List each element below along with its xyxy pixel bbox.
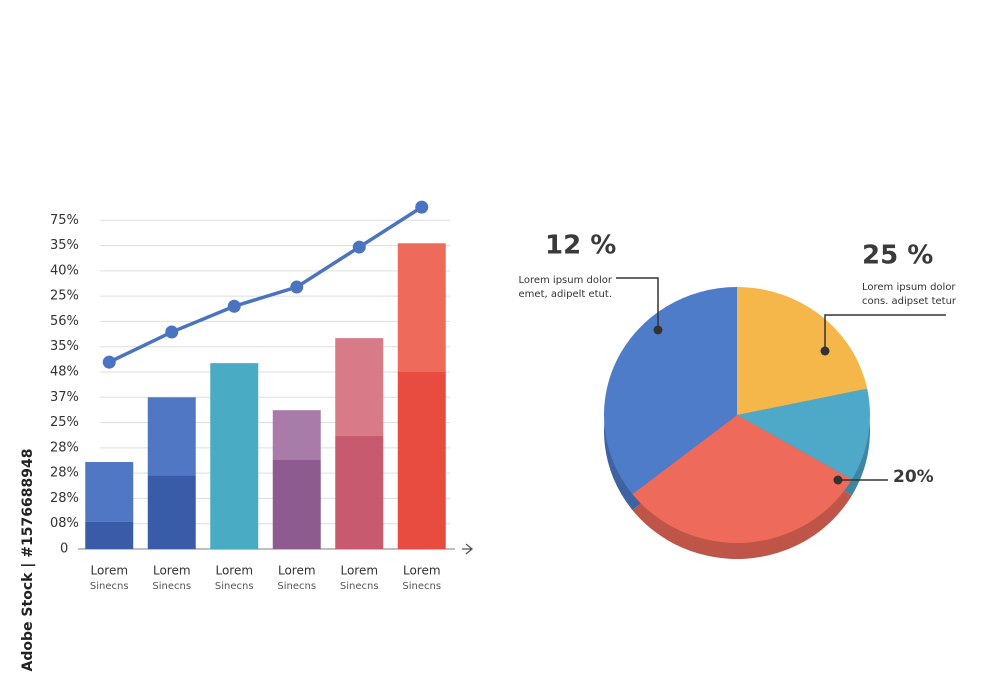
line-marker bbox=[352, 240, 366, 254]
pie-slice bbox=[737, 388, 870, 480]
y-tick-label: 40% bbox=[50, 263, 79, 278]
bar-segment bbox=[210, 363, 259, 549]
annotation-text: Lorem ipsum dolor bbox=[862, 282, 956, 293]
x-tick-sublabel: Sinecns bbox=[277, 581, 316, 592]
line-marker bbox=[165, 325, 179, 339]
bar-segment bbox=[272, 459, 321, 549]
y-tick-label: 0 bbox=[60, 542, 68, 557]
y-tick-label: 48% bbox=[50, 365, 79, 380]
x-tick-label: Lorem bbox=[90, 564, 128, 578]
line-marker bbox=[102, 355, 116, 369]
x-tick-sublabel: Sinecns bbox=[340, 581, 379, 592]
y-tick-label: 75% bbox=[50, 213, 79, 228]
x-axis-arrow bbox=[462, 543, 474, 555]
leader-line bbox=[616, 277, 659, 330]
bar-segment bbox=[147, 397, 196, 476]
annotation-text: Lorem ipsum dolor bbox=[518, 275, 612, 286]
pie-slice bbox=[632, 415, 852, 543]
line-marker bbox=[415, 200, 429, 214]
annotation-label: 12 % bbox=[545, 231, 616, 261]
y-tick-label: 37% bbox=[50, 390, 79, 405]
annotation-label: 25 % bbox=[862, 241, 933, 271]
x-tick-label: Lorem bbox=[340, 564, 378, 578]
annotation-text: emet, adipelt etut. bbox=[519, 289, 612, 300]
x-tick-label: Lorem bbox=[153, 564, 191, 578]
bar-segment bbox=[147, 475, 196, 549]
line bbox=[108, 205, 423, 364]
x-tick-sublabel: Sinecns bbox=[402, 581, 441, 592]
pie-slice bbox=[737, 287, 868, 415]
line-marker bbox=[227, 299, 241, 313]
x-tick-label: Lorem bbox=[278, 564, 316, 578]
x-tick-sublabel: Sinecns bbox=[152, 581, 191, 592]
bar-segment bbox=[397, 372, 446, 549]
leader-dot bbox=[833, 475, 843, 485]
y-tick-label: 08% bbox=[50, 516, 79, 531]
bar-segment bbox=[85, 521, 134, 549]
y-tick-label: 28% bbox=[50, 466, 79, 481]
annotation-text: cons. adipset tetur bbox=[862, 296, 957, 307]
x-tick-sublabel: Sinecns bbox=[90, 581, 129, 592]
annotation-label: 20% bbox=[893, 467, 934, 487]
y-tick-label: 25% bbox=[50, 415, 79, 430]
x-tick-sublabel: Sinecns bbox=[215, 581, 254, 592]
leader-dot bbox=[820, 346, 830, 356]
y-tick-label: 35% bbox=[50, 339, 79, 354]
y-tick-label: 56% bbox=[50, 314, 79, 329]
bar-segment bbox=[272, 410, 321, 460]
leader-dot bbox=[653, 325, 663, 335]
bar-segment bbox=[85, 462, 134, 522]
watermark: Adobe Stock | #1576688948 bbox=[20, 449, 36, 672]
line-marker bbox=[290, 280, 304, 294]
pie-slice bbox=[604, 287, 737, 495]
x-tick-label: Lorem bbox=[403, 564, 441, 578]
y-tick-label: 35% bbox=[50, 238, 79, 253]
bar-segment bbox=[335, 338, 384, 436]
x-tick-label: Lorem bbox=[215, 564, 253, 578]
leader-line bbox=[824, 314, 946, 351]
bar-segment bbox=[335, 435, 384, 549]
bar-segment bbox=[397, 243, 446, 372]
y-tick-label: 25% bbox=[50, 289, 79, 304]
y-tick-label: 28% bbox=[50, 491, 79, 506]
y-tick-label: 28% bbox=[50, 440, 79, 455]
